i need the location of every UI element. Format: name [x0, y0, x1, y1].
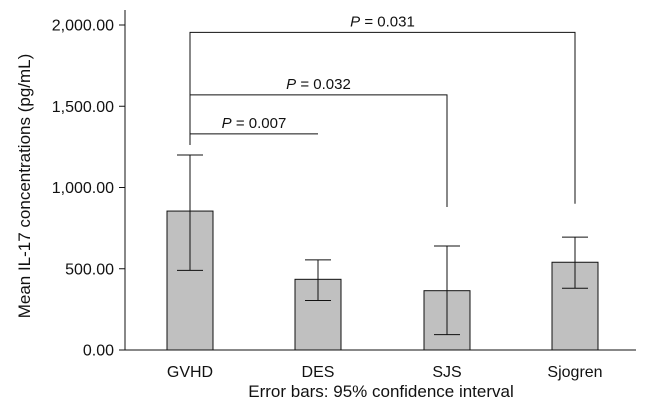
- p-value-label-1: P = 0.007: [222, 115, 287, 132]
- significance-bracket-3: [189, 31, 576, 204]
- bar-sjogren: [551, 261, 599, 351]
- y-tick-label: 0.00: [83, 343, 114, 360]
- p-value-label-3: P = 0.031: [350, 13, 415, 30]
- significance-bracket-2: [189, 94, 448, 207]
- p-value-label-2: P = 0.032: [286, 76, 351, 93]
- x-tick-label-sjs: SJS: [432, 364, 461, 381]
- y-tick-label: 1,000.00: [52, 180, 114, 197]
- y-tick-label: 2,000.00: [52, 18, 114, 35]
- significance-bracket-1: [189, 133, 318, 145]
- bars: [166, 210, 599, 351]
- x-tick-label-gvhd: GVHD: [167, 364, 213, 381]
- significance-brackets: P = 0.007 P = 0.032 P = 0.031: [189, 13, 576, 207]
- y-axis-title: Mean IL-17 concentrations (pg/mL): [15, 54, 34, 319]
- y-tick-label: 1,500.00: [52, 99, 114, 116]
- axes: 0.00 500.00 1,000.00 1,500.00 2,000.00 GVHD DE…: [52, 10, 636, 381]
- x-tick-label-des: DES: [302, 364, 335, 381]
- y-tick-label: 500.00: [65, 261, 114, 278]
- x-axis-title: Error bars: 95% confidence interval: [248, 382, 514, 401]
- error-bars: [177, 154, 588, 336]
- x-tick-label-sjogren: Sjogren: [547, 364, 602, 381]
